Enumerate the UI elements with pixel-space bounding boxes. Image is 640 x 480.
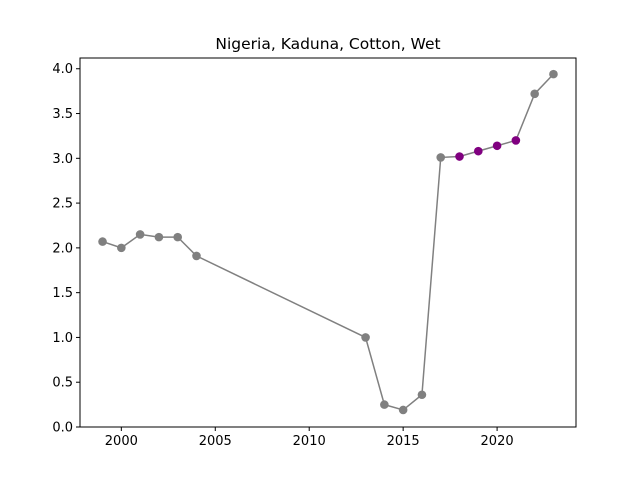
data-point — [173, 232, 182, 242]
data-point — [398, 405, 408, 415]
x-tick-label: 2005 — [199, 434, 232, 449]
data-point — [192, 251, 201, 261]
series-line — [102, 73, 554, 411]
x-tick-label: 2000 — [105, 434, 138, 449]
y-tick-label: 0.5 — [52, 376, 73, 391]
x-tick-label: 2020 — [481, 434, 514, 449]
y-axis: 0.0 0.5 1.0 1.5 2.0 2.5 3.0 3.5 4.0 — [52, 62, 80, 436]
data-point — [361, 333, 370, 342]
y-tick-label: 1.0 — [52, 331, 73, 346]
data-point — [417, 390, 427, 400]
data-point — [530, 89, 539, 99]
y-tick-label: 0.0 — [52, 421, 73, 436]
data-point — [117, 243, 126, 253]
x-tick-label: 2015 — [387, 434, 420, 449]
data-point — [474, 146, 483, 156]
data-point — [154, 232, 164, 242]
chart-title: Nigeria, Kaduna, Cotton, Wet — [215, 35, 440, 53]
x-tick-label: 2010 — [293, 434, 326, 449]
y-tick-label: 3.5 — [52, 107, 73, 122]
data-point — [492, 141, 502, 151]
data-point — [135, 230, 145, 239]
data-point — [380, 400, 389, 409]
data-point — [436, 153, 446, 162]
y-tick-label: 1.5 — [52, 286, 73, 301]
x-axis: 2000 2005 2010 2015 2020 — [105, 427, 514, 449]
plot-frame — [79, 57, 577, 428]
data-point — [98, 237, 107, 246]
data-point — [455, 152, 464, 161]
y-tick-label: 4.0 — [52, 62, 73, 77]
data-point — [549, 69, 558, 79]
y-tick-label: 2.0 — [52, 241, 73, 256]
y-tick-label: 2.5 — [52, 197, 73, 212]
data-point — [511, 136, 521, 145]
plot-marks — [98, 69, 558, 415]
y-tick-label: 3.0 — [52, 152, 73, 167]
